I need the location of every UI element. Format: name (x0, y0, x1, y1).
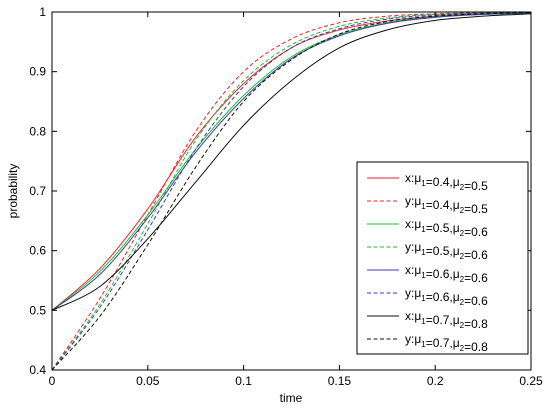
legend-text-part: y:μ (405, 194, 421, 208)
legend-subscript: 2 (460, 252, 465, 261)
legend-subscript: 1 (421, 202, 426, 211)
series-line-2 (51, 12, 532, 371)
y-axis: 0.4 0.5 0.6 0.7 0.8 0.9 1 (29, 5, 531, 377)
x-tick-label: 0.1 (235, 374, 252, 388)
x-axis: 0 0.05 0.1 0.15 0.2 0.25 (49, 12, 543, 388)
legend-subscript: 2 (460, 344, 465, 353)
legend-text-part: =0.7,μ (426, 313, 460, 327)
series-line-6 (51, 12, 532, 371)
legend-text-part: =0.5,μ (426, 244, 460, 258)
legend-subscript: 1 (421, 271, 426, 280)
series-line-8 (51, 12, 532, 371)
legend-label: x:μ1=0.4,μ2=0.5 (405, 171, 488, 193)
legend-subscript: 1 (421, 317, 426, 326)
legend-subscript: 1 (421, 248, 426, 257)
legend-text-part: =0.8 (464, 340, 488, 354)
legend-text-part: =0.8 (464, 317, 488, 331)
legend-text-part: =0.6,μ (426, 290, 460, 304)
legend-subscript: 1 (421, 225, 426, 234)
legend-text-part: x:μ (405, 171, 421, 185)
y-tick-label: 0.4 (29, 363, 46, 377)
legend-text-part: x:μ (405, 217, 421, 231)
legend-subscript: 1 (421, 294, 426, 303)
legend: x:μ1=0.4,μ2=0.5y:μ1=0.4,μ2=0.5x:μ1=0.5,μ… (356, 161, 529, 355)
x-tick-label: 0 (49, 374, 56, 388)
x-axis-label: time (280, 391, 303, 405)
x-tick-label: 0.2 (427, 374, 444, 388)
y-tick-label: 0.6 (29, 244, 46, 258)
legend-subscript: 2 (460, 183, 465, 192)
legend-subscript: 2 (460, 275, 465, 284)
legend-text-part: =0.6 (464, 271, 488, 285)
x-tick-label: 0.25 (519, 374, 543, 388)
y-tick-label: 0.9 (29, 65, 46, 79)
series-line-4 (51, 12, 532, 371)
legend-text-part: =0.5,μ (426, 221, 460, 235)
legend-subscript: 1 (421, 340, 426, 349)
legend-text-part: =0.6 (464, 248, 488, 262)
legend-text-part: =0.6 (464, 225, 488, 239)
legend-text-part: =0.6,μ (426, 267, 460, 281)
y-tick-label: 0.8 (29, 124, 46, 138)
x-tick-label: 0.05 (136, 374, 160, 388)
x-tick-label: 0.15 (328, 374, 352, 388)
legend-text-part: =0.4,μ (426, 198, 460, 212)
legend-subscript: 2 (460, 321, 465, 330)
legend-text-part: x:μ (405, 263, 421, 277)
legend-text-part: =0.7,μ (426, 336, 460, 350)
legend-text-part: =0.6 (464, 294, 488, 308)
series-layer (51, 12, 532, 371)
legend-text-part: y:μ (405, 240, 421, 254)
y-tick-label: 1 (39, 5, 46, 19)
y-axis-label: probability (6, 164, 20, 219)
legend-label: y:μ1=0.7,μ2=0.8 (405, 332, 488, 354)
legend-text-part: y:μ (405, 286, 421, 300)
legend-subscript: 2 (460, 229, 465, 238)
series-line-7 (51, 13, 532, 311)
legend-text-part: =0.5 (464, 202, 488, 216)
legend-label: x:μ1=0.5,μ2=0.6 (405, 217, 488, 239)
legend-label: x:μ1=0.7,μ2=0.8 (405, 309, 488, 331)
legend-label: x:μ1=0.6,μ2=0.6 (405, 263, 488, 285)
legend-label: y:μ1=0.4,μ2=0.5 (405, 194, 488, 216)
series-line-3 (51, 12, 532, 311)
legend-text-part: =0.4,μ (426, 175, 460, 189)
legend-label: y:μ1=0.6,μ2=0.6 (405, 286, 488, 308)
legend-box (356, 161, 529, 355)
legend-text-part: x:μ (405, 309, 421, 323)
legend-subscript: 1 (421, 179, 426, 188)
series-line-5 (51, 12, 532, 311)
y-tick-label: 0.7 (29, 184, 46, 198)
legend-text-part: y:μ (405, 332, 421, 346)
y-tick-label: 0.5 (29, 303, 46, 317)
legend-label: y:μ1=0.5,μ2=0.6 (405, 240, 488, 262)
legend-subscript: 2 (460, 298, 465, 307)
legend-subscript: 2 (460, 206, 465, 215)
legend-text-part: =0.5 (464, 179, 488, 193)
